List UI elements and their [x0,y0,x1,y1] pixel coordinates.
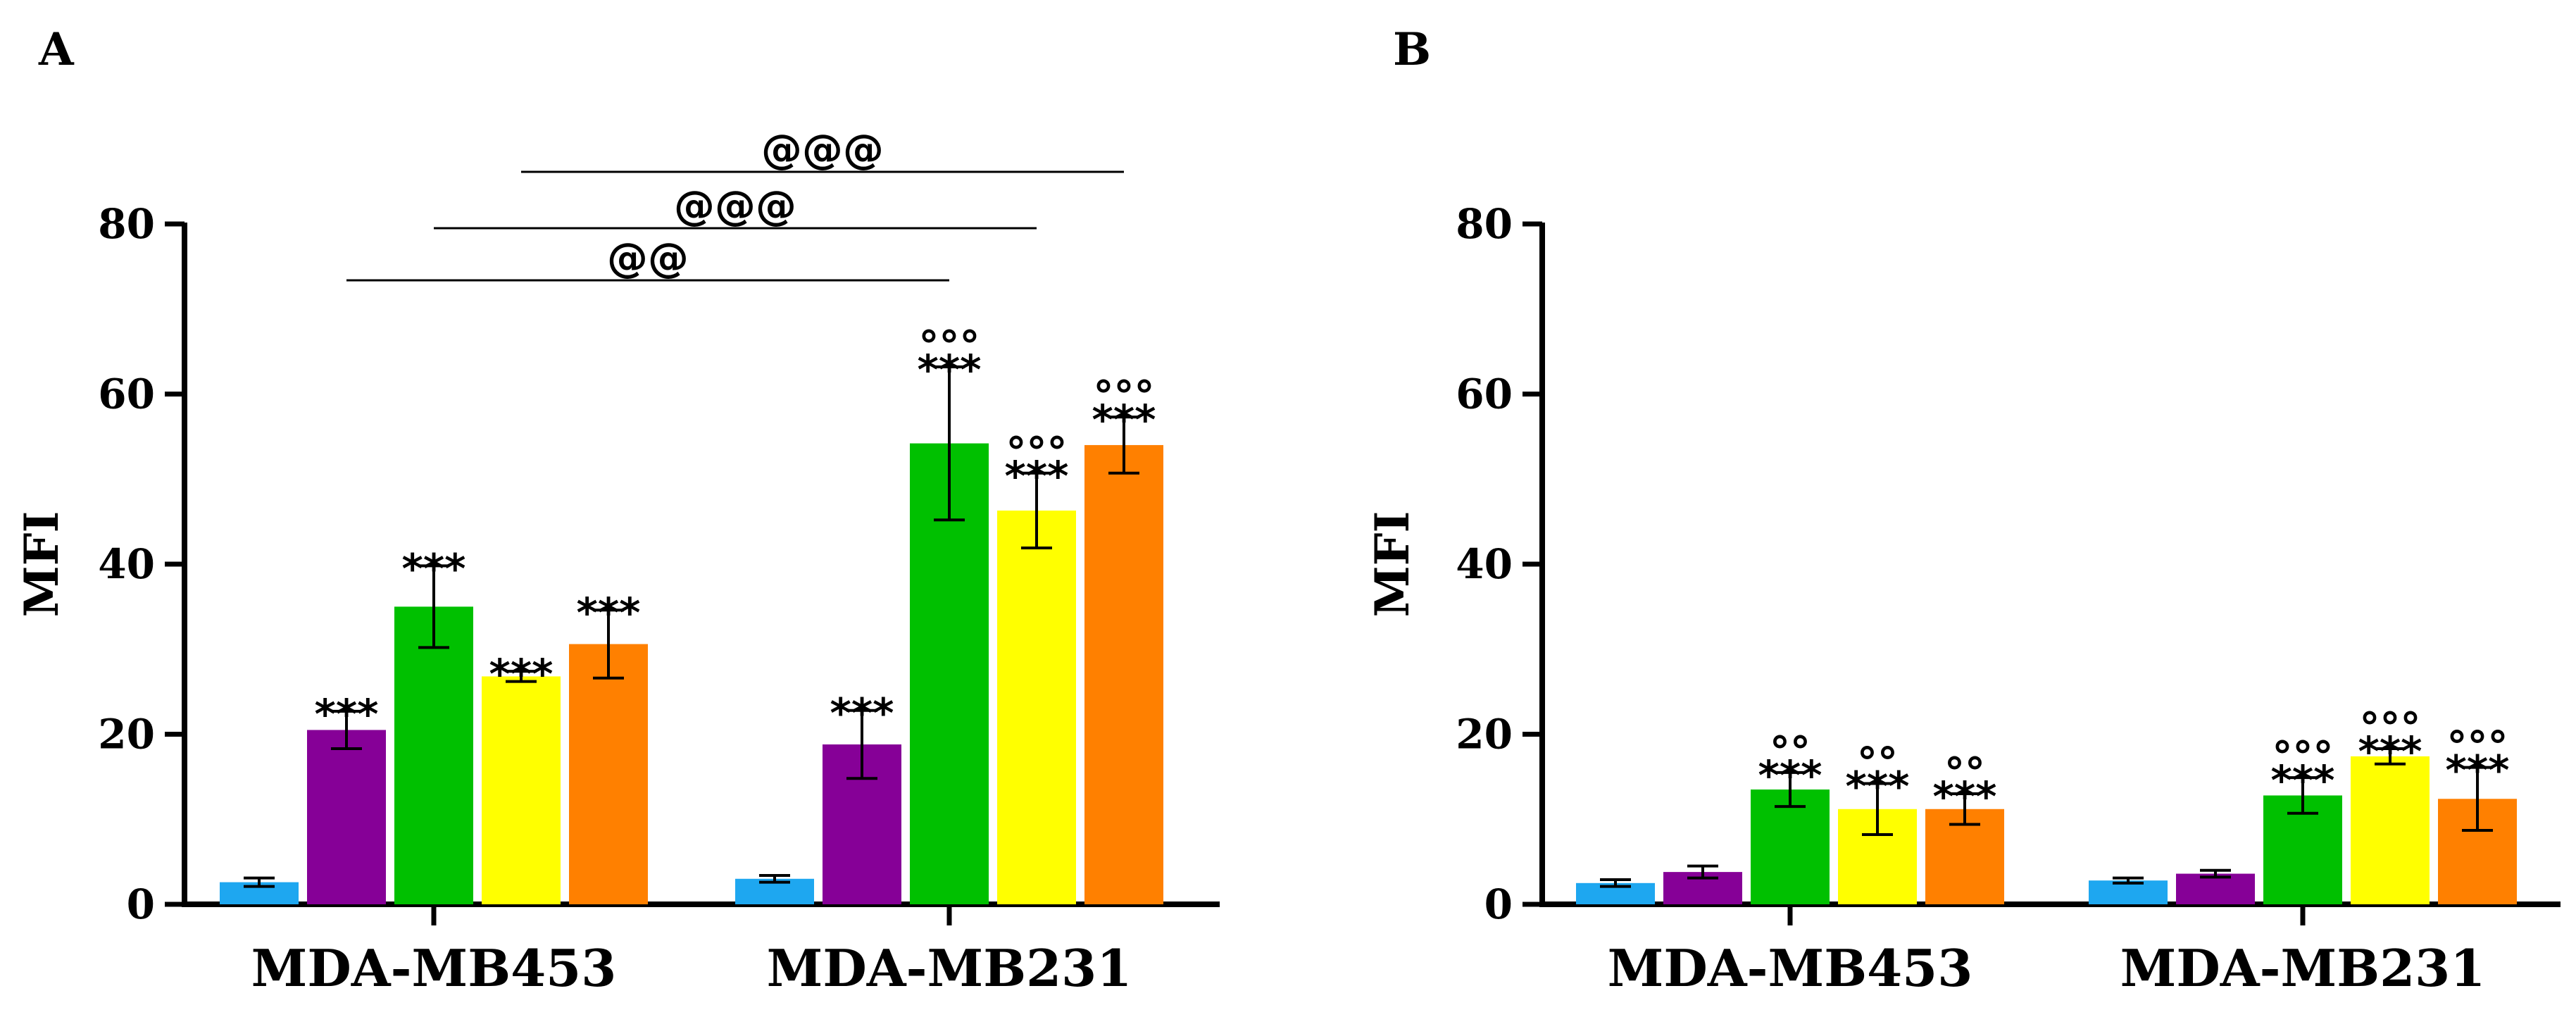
panel-letter: B [1393,23,1431,76]
x-category-label: MDA-MB453 [1608,938,1973,998]
bar [394,606,473,904]
y-tick-label: 60 [98,370,155,418]
significance-stars: *** [577,589,641,637]
panel-letter: A [38,23,75,76]
significance-stars: *** [489,650,554,698]
significance-stars: *** [2358,728,2422,775]
significance-stars: *** [2446,747,2510,794]
significance-circles: °°° [919,322,980,370]
significance-stars: *** [402,544,466,592]
y-tick-label: 0 [127,880,155,928]
comparison-label: @@ [607,234,689,282]
y-tick-label: 20 [1456,711,1513,759]
significance-stars: *** [918,346,982,394]
y-tick-label: 20 [98,711,155,759]
comparison-label: @@@ [674,182,796,230]
significance-circles: °° [1770,728,1811,775]
significance-stars: *** [315,690,379,738]
bar [997,510,1076,904]
significance-stars: *** [1933,773,1997,821]
significance-circles: °° [1944,749,1985,797]
significance-circles: °°° [2447,723,2508,770]
significance-circles: °°° [2272,732,2334,780]
y-axis-title: MFI [14,511,69,618]
x-category-label: MDA-MB231 [767,938,1132,998]
bar [1751,789,1830,904]
significance-stars: *** [1758,751,1822,799]
significance-circles: °° [1857,739,1898,787]
bar [482,676,561,904]
significance-stars: *** [2271,756,2335,804]
bar [307,730,386,904]
y-tick-label: 60 [1456,370,1513,418]
bar [2089,880,2168,904]
y-tick-label: 80 [1456,200,1513,248]
y-tick-label: 40 [1456,540,1513,588]
significance-stars: *** [1092,396,1156,444]
significance-circles: °°° [1094,372,1155,420]
bar [569,644,648,904]
comparison-label: @@@ [761,125,884,173]
significance-circles: °°° [1006,428,1068,476]
bar [2351,756,2430,904]
significance-stars: *** [1846,763,1910,811]
bar [1084,444,1163,904]
significance-stars: *** [1005,452,1069,500]
x-category-label: MDA-MB231 [2120,938,2486,998]
y-tick-label: 80 [98,200,155,248]
panel-a: A 0 20 40 60 80 MFI MDA-MB453 MDA-MB231 *** *** ***… [14,23,1220,998]
y-tick-label: 0 [1484,880,1513,928]
significance-stars: *** [830,690,894,737]
y-tick-label: 40 [98,540,155,588]
bar [2176,873,2255,904]
significance-circles: °°° [2360,704,2421,751]
x-category-label: MDA-MB453 [251,938,617,998]
y-axis-title: MFI [1365,511,1420,618]
